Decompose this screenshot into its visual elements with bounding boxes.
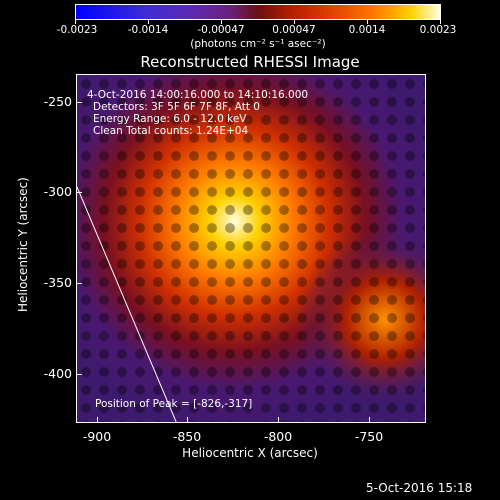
- x-tick: [278, 417, 279, 423]
- y-tick-label: -350: [43, 275, 72, 290]
- y-tick: [76, 102, 82, 103]
- rhessi-image: 4-Oct-2016 14:00:16.000 to 14:10:16.000 …: [76, 74, 426, 423]
- image-title: Reconstructed RHESSI Image: [140, 53, 360, 71]
- x-tick: [369, 417, 370, 423]
- colorbar-label: -0.0023: [56, 24, 98, 36]
- y-tick-label: -300: [43, 184, 72, 199]
- x-tick: [187, 417, 188, 423]
- colorbar-tick: [440, 20, 441, 24]
- peak-position-text: Position of Peak = [-826,-317]: [95, 398, 253, 410]
- y-tick-label: -250: [43, 94, 72, 109]
- x-axis-title: Heliocentric X (arcsec): [182, 446, 318, 460]
- colorbar: [75, 4, 441, 20]
- colorbar-label: 0.0023: [419, 24, 457, 36]
- colorbar-units: (photons cm⁻² s⁻¹ asec⁻²): [190, 38, 326, 50]
- energy-range-text: Energy Range: 6.0 - 12.0 keV: [93, 113, 247, 125]
- colorbar-label: 0.0014: [348, 24, 386, 36]
- y-tick: [76, 283, 82, 284]
- detectors-text: Detectors: 3F 5F 6F 7F 8F, Att 0: [93, 101, 260, 113]
- colorbar-label: 0.00047: [272, 24, 316, 36]
- colorbar-tick: [367, 20, 368, 24]
- x-tick-label: -850: [172, 429, 202, 444]
- colorbar-tick: [221, 20, 222, 24]
- plot-timestamp: 5-Oct-2016 15:18: [366, 481, 473, 495]
- y-tick: [76, 374, 82, 375]
- y-tick-label: -400: [43, 366, 72, 381]
- x-tick-label: -750: [354, 429, 384, 444]
- limb-line: [77, 186, 177, 422]
- colorbar-label: -0.0014: [127, 24, 169, 36]
- time-range-text: 4-Oct-2016 14:00:16.000 to 14:10:16.000: [87, 89, 309, 101]
- y-axis-title: Heliocentric Y (arcsec): [16, 177, 30, 312]
- clean-counts-text: Clean Total counts: 1.24E+04: [93, 125, 249, 137]
- x-tick-label: -900: [82, 429, 112, 444]
- colorbar-tick: [75, 20, 76, 24]
- colorbar-tick: [148, 20, 149, 24]
- x-tick: [97, 417, 98, 423]
- colorbar-tick: [294, 20, 295, 24]
- rhessi-image-canvas: [77, 75, 425, 422]
- x-tick-label: -800: [263, 429, 293, 444]
- y-tick: [76, 192, 82, 193]
- colorbar-label: -0.00047: [197, 24, 245, 36]
